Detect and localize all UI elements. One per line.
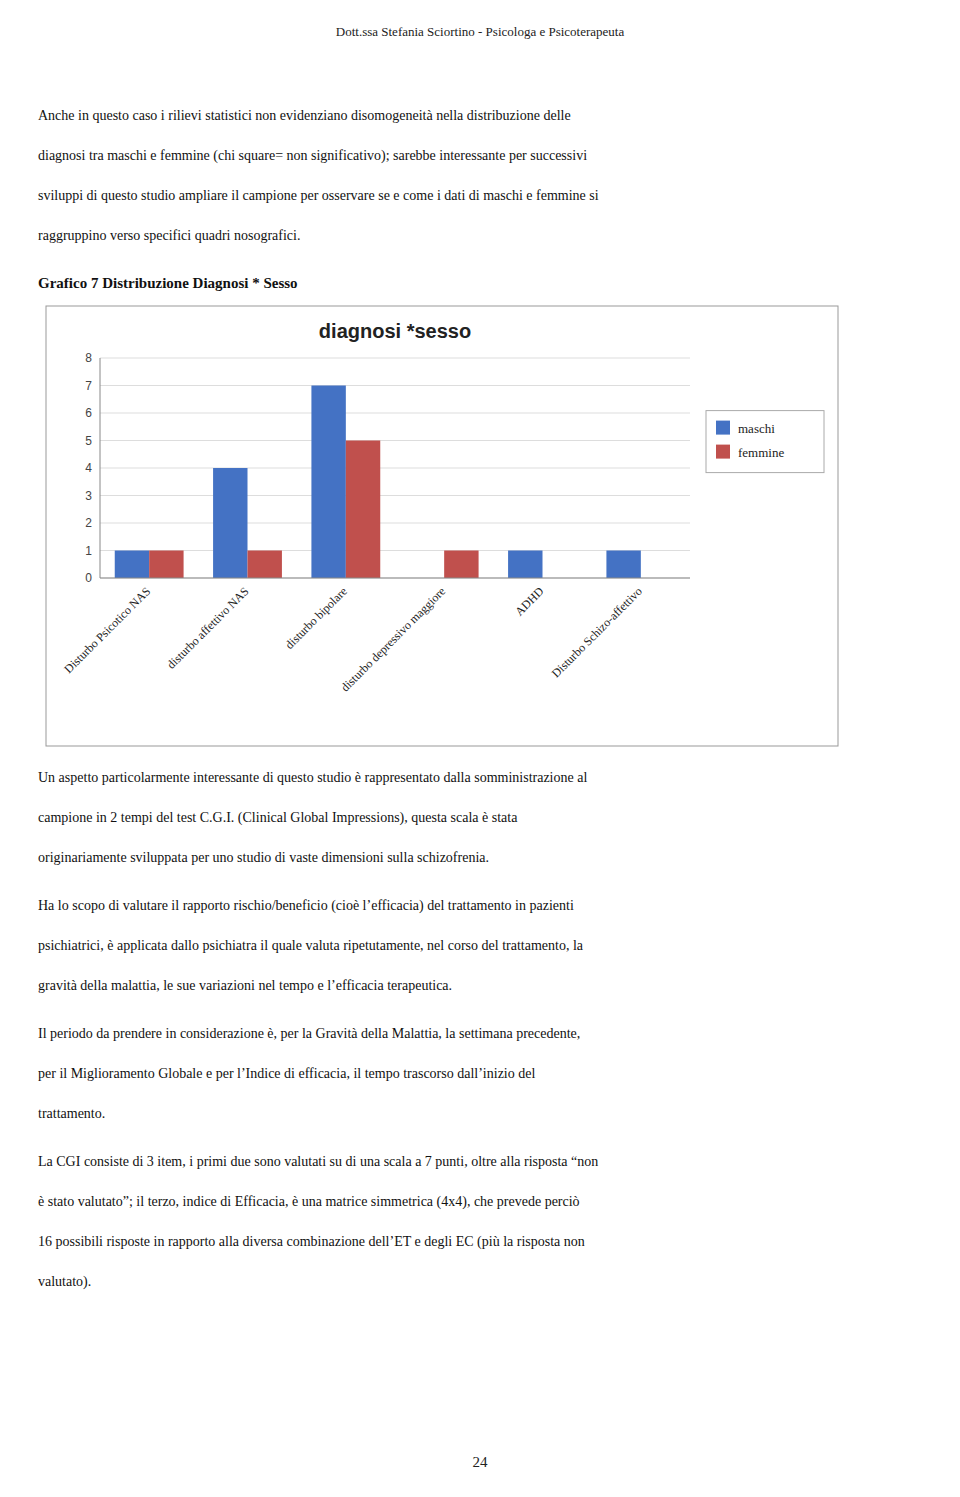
bar	[115, 551, 149, 579]
paragraph-line: Ha lo scopo di valutare il rapporto risc…	[38, 898, 574, 914]
paragraph-line: è stato valutato”; il terzo, indice di E…	[38, 1194, 580, 1210]
y-tick-label: 4	[85, 461, 92, 475]
paragraph-line: valutato).	[38, 1274, 91, 1290]
bar	[346, 441, 380, 579]
y-tick-label: 8	[85, 351, 92, 365]
paragraph-line: gravità della malattia, le sue variazion…	[38, 978, 452, 993]
y-tick-label: 7	[85, 379, 92, 393]
paragraph-line: originariamente sviluppata per uno studi…	[38, 850, 489, 865]
grid-line	[100, 468, 690, 469]
legend: maschi femmine	[706, 411, 824, 473]
chart-border	[46, 306, 838, 746]
paragraph-line: Il periodo da prendere in considerazione…	[38, 1026, 580, 1041]
y-tick-label: 2	[85, 516, 92, 530]
page: Dott.ssa Stefania Sciortino - Psicologa …	[0, 0, 960, 1497]
grid-line	[100, 440, 690, 441]
paragraph-line: trattamento.	[38, 1106, 105, 1121]
legend-label: femmine	[738, 445, 784, 460]
x-tick-label: disturbo bipolare	[282, 584, 350, 652]
bar	[606, 551, 640, 579]
grid	[100, 358, 690, 578]
bar	[444, 551, 478, 579]
page-number: 24	[473, 1454, 489, 1470]
y-tick-label: 1	[85, 544, 92, 558]
legend-frame	[706, 411, 824, 473]
x-tick-label: disturbo depressivo maggiore	[338, 584, 448, 694]
legend-label: maschi	[738, 421, 775, 436]
y-tick-label: 6	[85, 406, 92, 420]
grid-line	[100, 550, 690, 551]
paragraph-line: psichiatrici, è applicata dallo psichiat…	[38, 938, 584, 953]
chart-label: Grafico 7 Distribuzione Diagnosi * Sesso	[38, 275, 298, 291]
paragraph-line: raggruppino verso specifici quadri nosog…	[38, 228, 300, 243]
x-tick-label: Disturbo Psicotico NAS	[61, 584, 153, 676]
grid-line	[100, 385, 690, 386]
x-tick-label: disturbo affettivo NAS	[164, 584, 252, 672]
bar	[149, 551, 183, 579]
paragraph-line: diagnosi tra maschi e femmine (chi squar…	[38, 148, 587, 164]
header: Dott.ssa Stefania Sciortino - Psicologa …	[336, 24, 625, 39]
bar	[213, 468, 247, 578]
paragraph-line: per il Miglioramento Globale e per l’Ind…	[38, 1066, 535, 1081]
chart-title: diagnosi *sesso	[319, 320, 471, 342]
bar	[311, 386, 345, 579]
paragraph-line: Un aspetto particolarmente interessante …	[38, 770, 587, 785]
paragraph-line: 16 possibili risposte in rapporto alla d…	[38, 1234, 585, 1250]
y-axis	[100, 358, 101, 578]
paragraph-line: campione in 2 tempi del test C.G.I. (Cli…	[38, 810, 518, 826]
grid-line	[100, 358, 690, 359]
page-background	[0, 0, 960, 1497]
bar	[248, 551, 282, 579]
paragraph-line: sviluppi di questo studio ampliare il ca…	[38, 188, 599, 203]
chart: diagnosi *sesso 0 1 2 3 4 5 6 7 8 Disturbo Psicoti…	[61, 320, 824, 694]
paragraph-line: La CGI consiste di 3 item, i primi due s…	[38, 1154, 598, 1169]
grid-line	[100, 523, 690, 524]
x-tick-label: ADHD	[512, 584, 547, 619]
bar	[508, 551, 542, 579]
grid-line	[100, 578, 690, 579]
grid-line	[100, 495, 690, 496]
paragraph-line: Anche in questo caso i rilievi statistic…	[38, 108, 571, 123]
y-tick-label: 5	[85, 434, 92, 448]
y-tick-label: 3	[85, 489, 92, 503]
legend-swatch	[716, 421, 730, 435]
bars	[115, 386, 641, 579]
x-axis	[100, 578, 690, 579]
grid-line	[100, 413, 690, 414]
x-tick-label: Disturbo Schizo-affettivo	[549, 584, 645, 680]
legend-swatch	[716, 445, 730, 459]
y-tick-label: 0	[85, 571, 92, 585]
